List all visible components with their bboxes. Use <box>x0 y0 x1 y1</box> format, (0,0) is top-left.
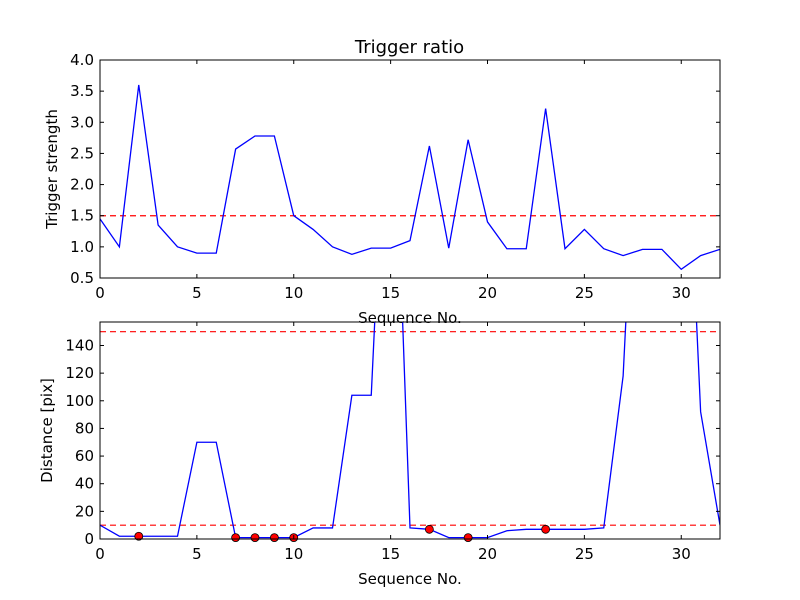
x-axis-label: Sequence No. <box>358 570 462 588</box>
y-tick-label: 60 <box>75 447 94 465</box>
y-tick-label: 3.0 <box>70 113 94 131</box>
series-line <box>100 84 720 271</box>
y-tick-label: 3.5 <box>70 82 94 100</box>
x-tick-label: 30 <box>672 545 691 563</box>
data-point <box>541 524 551 534</box>
y-tick-label: 40 <box>75 475 94 493</box>
data-point <box>134 531 144 541</box>
x-tick-label: 10 <box>284 284 303 302</box>
x-tick-label: 0 <box>95 545 105 563</box>
y-tick-label: 4.0 <box>70 51 94 69</box>
y-tick-label: 0.5 <box>70 269 94 287</box>
x-tick-label: 5 <box>192 545 202 563</box>
data-point <box>269 533 279 543</box>
x-tick-label: 25 <box>575 545 594 563</box>
data-point <box>463 533 473 543</box>
x-tick-label: 0 <box>95 284 105 302</box>
y-tick-label: 2.5 <box>70 144 94 162</box>
x-tick-label: 15 <box>381 545 400 563</box>
distance-plot: 0 5 10 15 20 25 30 0 20 40 60 80 100 120 140 Sequence … <box>38 321 721 588</box>
x-tick-label: 25 <box>575 284 594 302</box>
y-axis-label: Trigger strength <box>43 109 61 230</box>
y-tick-label: 0 <box>84 530 94 548</box>
x-tick-label: 15 <box>381 284 400 302</box>
data-point <box>424 524 434 534</box>
y-tick-label: 100 <box>65 392 94 410</box>
x-tick-label: 20 <box>478 284 497 302</box>
y-tick-label: 1.5 <box>70 207 94 225</box>
data-point <box>250 533 260 543</box>
y-tick-label: 20 <box>75 502 94 520</box>
y-axis-label: Distance [pix] <box>38 378 56 483</box>
plot-frame <box>99 321 721 540</box>
y-tick-label: 1.0 <box>70 238 94 256</box>
data-point <box>231 533 241 543</box>
plot-frame <box>99 59 721 279</box>
y-tick-label: 120 <box>65 364 94 382</box>
x-tick-label: 30 <box>672 284 691 302</box>
y-tick-label: 80 <box>75 419 94 437</box>
series-line <box>100 322 720 539</box>
y-tick-label: 2.0 <box>70 176 94 194</box>
x-tick-label: 5 <box>192 284 202 302</box>
chart-title: Trigger ratio <box>354 37 464 58</box>
x-tick-label: 20 <box>478 545 497 563</box>
x-tick-label: 10 <box>284 545 303 563</box>
trigger-ratio-plot: Trigger ratio 0 5 10 15 20 25 30 0.5 1.0 1.5 2.0 2.… <box>43 37 721 327</box>
x-axis-label: Sequence No. <box>358 309 462 327</box>
y-tick-label: 140 <box>65 336 94 354</box>
